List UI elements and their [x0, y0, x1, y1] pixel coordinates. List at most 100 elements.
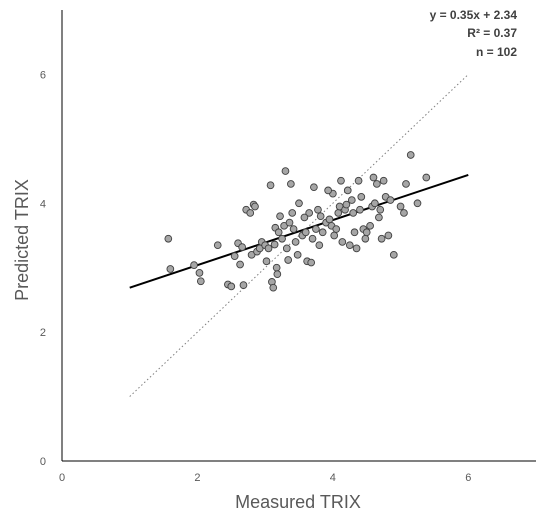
- data-point: [164, 234, 173, 243]
- data-point: [213, 241, 222, 250]
- data-point: [285, 218, 294, 227]
- data-point: [316, 212, 325, 221]
- data-point: [330, 231, 339, 240]
- r-squared-annotation: R² = 0.37: [467, 26, 517, 40]
- data-point: [375, 213, 383, 222]
- data-point: [318, 228, 327, 237]
- data-point: [227, 282, 236, 291]
- data-point: [236, 260, 244, 269]
- data-point: [345, 241, 354, 250]
- data-point: [287, 180, 295, 188]
- data-point: [301, 228, 310, 237]
- tick-labels: 0 2 4 6 0 2 4 6: [40, 69, 471, 484]
- data-points: [164, 151, 431, 292]
- data-point: [166, 265, 175, 273]
- x-tick-label: 6: [465, 472, 471, 484]
- y-tick-label: 2: [40, 327, 46, 339]
- data-point: [289, 225, 298, 233]
- data-point: [361, 234, 370, 243]
- data-point: [376, 205, 385, 214]
- data-point: [400, 209, 408, 217]
- x-axis-title: Measured TRIX: [235, 492, 361, 512]
- data-point: [308, 234, 317, 243]
- x-tick-label: 2: [194, 472, 200, 484]
- data-point: [274, 228, 283, 237]
- data-point: [291, 238, 300, 246]
- data-point: [406, 151, 415, 159]
- data-point: [362, 228, 371, 237]
- y-tick-label: 0: [40, 456, 46, 468]
- data-point: [347, 196, 356, 204]
- data-point: [270, 240, 279, 249]
- data-point: [284, 256, 293, 264]
- y-tick-label: 6: [40, 69, 46, 81]
- data-point: [370, 199, 379, 208]
- data-point: [315, 241, 324, 250]
- data-point: [379, 176, 388, 185]
- x-tick-label: 0: [59, 472, 65, 484]
- data-point: [266, 181, 275, 190]
- data-point: [293, 250, 302, 259]
- data-point: [314, 205, 322, 214]
- data-point: [342, 200, 351, 209]
- data-point: [295, 199, 303, 208]
- data-point: [262, 257, 271, 266]
- data-point: [305, 209, 314, 217]
- data-point: [272, 263, 281, 272]
- identity-line: [129, 74, 469, 397]
- y-tick-label: 4: [40, 198, 46, 210]
- data-point: [307, 258, 316, 267]
- data-point: [251, 202, 259, 211]
- data-point: [369, 173, 378, 182]
- data-point: [396, 202, 405, 211]
- trendline-layer: [129, 173, 469, 289]
- y-axis-title: Predicted TRIX: [12, 179, 32, 301]
- data-point: [377, 234, 386, 243]
- data-point: [281, 167, 290, 175]
- data-point: [373, 180, 381, 188]
- equation-annotation: y = 0.35x + 2.34: [430, 8, 518, 22]
- data-point: [384, 231, 393, 240]
- data-point: [239, 281, 248, 289]
- data-point: [278, 234, 286, 243]
- data-point: [338, 238, 347, 246]
- data-point: [269, 283, 278, 292]
- trendline: [129, 173, 469, 289]
- data-point: [354, 176, 363, 185]
- data-point: [413, 199, 422, 208]
- x-tick-label: 4: [330, 472, 336, 484]
- data-point: [343, 186, 352, 195]
- data-point: [389, 250, 398, 259]
- data-point: [310, 183, 318, 192]
- data-point: [276, 212, 284, 221]
- data-point: [246, 209, 255, 217]
- data-point: [196, 277, 205, 286]
- data-point: [386, 196, 395, 204]
- data-point: [195, 269, 204, 277]
- data-point: [282, 244, 291, 253]
- identity-line-layer: [129, 74, 469, 397]
- data-point: [352, 244, 361, 253]
- data-point: [337, 176, 345, 185]
- data-point: [288, 209, 297, 217]
- data-point: [350, 228, 359, 237]
- data-point: [334, 209, 343, 217]
- n-annotation: n = 102: [476, 45, 517, 59]
- data-point: [325, 215, 334, 224]
- data-point: [422, 173, 431, 182]
- data-point: [357, 192, 366, 201]
- data-point: [300, 213, 309, 222]
- data-point: [230, 252, 239, 260]
- data-point: [356, 205, 364, 214]
- data-point: [324, 186, 332, 195]
- data-point: [402, 180, 410, 188]
- data-point: [332, 225, 341, 233]
- data-point: [312, 225, 320, 233]
- data-point: [366, 221, 374, 230]
- data-point: [238, 243, 246, 251]
- data-point: [273, 270, 282, 279]
- data-point: [264, 244, 273, 253]
- data-point: [190, 261, 198, 269]
- data-point: [349, 209, 358, 217]
